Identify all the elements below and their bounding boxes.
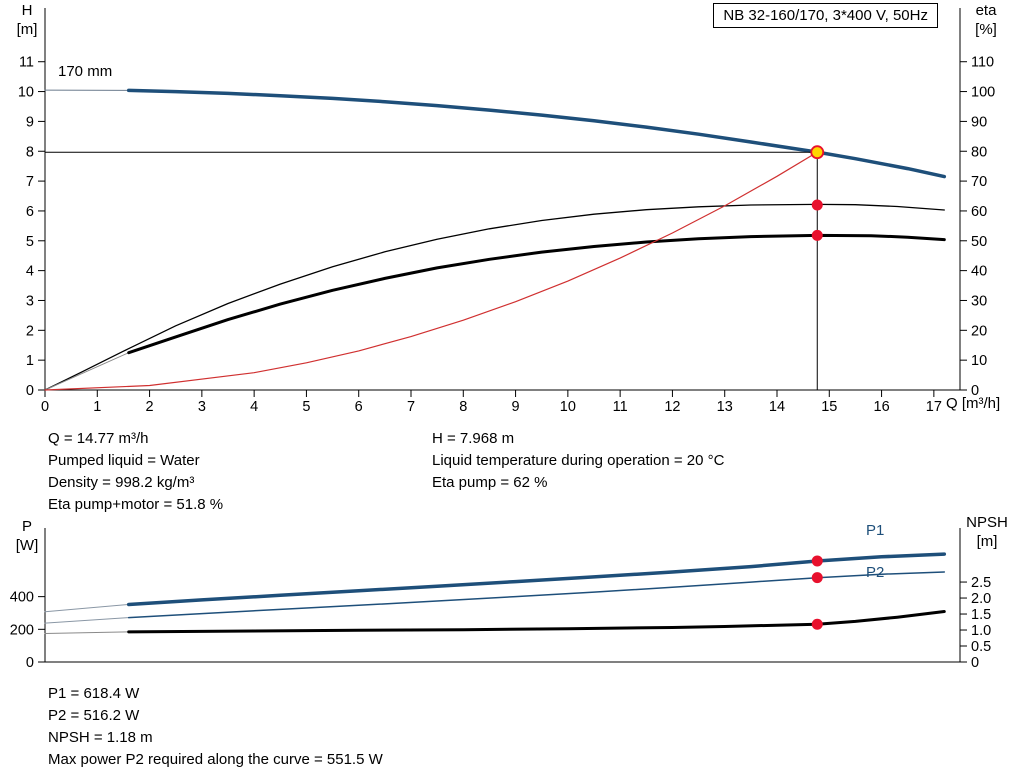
- qh-yright-tick-label: 30: [971, 293, 987, 309]
- info-eta-pump-motor: Eta pump+motor = 51.8 %: [48, 496, 224, 513]
- npsh-axis-title: NPSH: [966, 514, 1008, 531]
- h-axis-title: H: [21, 2, 33, 19]
- info-q: Q = 14.77 m³/h: [48, 430, 149, 447]
- qh-x-tick-label: 2: [146, 399, 154, 415]
- qh-yright-tick-label: 10: [971, 353, 987, 369]
- qh-x-tick-label: 14: [769, 399, 785, 415]
- qh-yleft-tick-label: 8: [26, 144, 34, 160]
- eta-pump-duty-dot: [811, 199, 823, 211]
- info-eta-pump: Eta pump = 62 %: [432, 474, 548, 491]
- series-p1: [126, 552, 947, 607]
- series-p2-lead: [44, 617, 130, 624]
- series-eta-pump: [44, 203, 945, 391]
- qh-yleft-tick-label: 3: [26, 293, 34, 309]
- qh-yright-tick-label: 110: [971, 55, 994, 71]
- p-axis-unit: [W]: [15, 537, 39, 554]
- qh-x-tick-label: 11: [613, 399, 628, 415]
- power-yright-tick-label: 0: [971, 655, 979, 671]
- info-h: H = 7.968 m: [432, 430, 515, 447]
- p2-curve-label: P2: [866, 564, 885, 581]
- duty-info-right: H = 7.968 m Liquid temperature during op…: [432, 428, 724, 494]
- qh-x-tick-label: 3: [198, 399, 206, 415]
- info-density: Density = 998.2 kg/m³: [48, 474, 195, 491]
- series-eta-pump-motor: [127, 233, 946, 355]
- pump-title-box: NB 32-160/170, 3*400 V, 50Hz: [713, 3, 938, 28]
- qh-yright-tick-label: 40: [971, 264, 987, 280]
- qh-yright-tick-label: 20: [971, 323, 987, 339]
- qh-x-tick-label: 16: [874, 399, 890, 415]
- qh-x-tick-label: 17: [926, 399, 942, 415]
- qh-yright-tick-label: 70: [971, 174, 987, 190]
- info-max-p2: Max power P2 required along the curve = …: [48, 751, 383, 768]
- duty-info-left: Q = 14.77 m³/h Pumped liquid = Water Den…: [48, 428, 223, 516]
- info-pumped-liquid: Pumped liquid = Water: [48, 452, 200, 469]
- info-npsh: NPSH = 1.18 m: [48, 729, 153, 746]
- power-yright-tick-label: 2.0: [971, 591, 991, 607]
- npsh-duty-dot: [811, 618, 823, 630]
- series-eta-pump-motor-lead: [44, 352, 130, 391]
- power-info: P1 = 618.4 W P2 = 516.2 W NPSH = 1.18 m …: [48, 683, 383, 771]
- qh-yright-tick-label: 90: [971, 114, 987, 130]
- qh-x-tick-label: 15: [821, 399, 837, 415]
- qh-yright-tick-label: 50: [971, 234, 987, 250]
- info-p1: P1 = 618.4 W: [48, 685, 140, 702]
- qh-x-tick-label: 10: [560, 399, 576, 415]
- qh-yleft-tick-label: 10: [18, 85, 34, 101]
- qh-x-tick-label: 8: [459, 399, 467, 415]
- npsh-axis-unit: [m]: [976, 533, 998, 550]
- qh-yleft-tick-label: 5: [26, 234, 34, 250]
- power-yright-tick-label: 0.5: [971, 639, 991, 655]
- qh-x-tick-label: 4: [250, 399, 258, 415]
- series-system-curve: [44, 151, 818, 391]
- qh-yright-tick-label: 60: [971, 204, 987, 220]
- q-axis-title: Q [m³/h]: [946, 395, 1001, 412]
- series-npsh-lead: [44, 631, 130, 634]
- impeller-size-label: 170 mm: [58, 63, 113, 80]
- qh-axis-frame: [44, 8, 961, 391]
- p2-duty-dot: [811, 572, 823, 584]
- qh-yright-tick-label: 100: [971, 85, 995, 101]
- p1-curve-label: P1: [866, 522, 885, 539]
- qh-x-tick-label: 1: [93, 399, 101, 415]
- power-axis-frame: [44, 528, 961, 663]
- eta-axis-unit: [%]: [975, 21, 997, 38]
- qh-x-tick-label: 5: [302, 399, 310, 415]
- eta-axis-title: eta: [975, 2, 997, 19]
- qh-x-tick-label: 0: [41, 399, 49, 415]
- qh-yleft-tick-label: 2: [26, 323, 34, 339]
- qh-yleft-tick-label: 0: [26, 383, 34, 399]
- qh-x-tick-label: 7: [407, 399, 415, 415]
- qh-yleft-tick-label: 7: [26, 174, 34, 190]
- qh-yleft-tick-label: 11: [19, 55, 34, 71]
- power-yright-tick-label: 1.0: [971, 623, 991, 639]
- qh-yright-tick-label: 80: [971, 144, 987, 160]
- qh-x-tick-label: 9: [512, 399, 520, 415]
- qh-yleft-tick-label: 4: [26, 264, 34, 280]
- series-p1-lead: [44, 604, 130, 613]
- eta-pump-motor-duty-dot: [811, 229, 823, 241]
- qh-x-tick-label: 6: [355, 399, 363, 415]
- info-p2: P2 = 516.2 W: [48, 707, 140, 724]
- power-yleft-tick-label: 400: [10, 590, 34, 606]
- qh-x-tick-label: 13: [717, 399, 733, 415]
- qh-yleft-tick-label: 6: [26, 204, 34, 220]
- power-yright-tick-label: 2.5: [971, 575, 991, 591]
- info-liquid-temperature: Liquid temperature during operation = 20…: [432, 452, 725, 469]
- power-yright-tick-label: 1.5: [971, 607, 991, 623]
- qh-x-tick-label: 12: [664, 399, 680, 415]
- qh-yleft-tick-label: 1: [26, 353, 34, 369]
- qh-yright-tick-label: 0: [971, 383, 979, 399]
- series-p2: [127, 571, 946, 619]
- series-npsh: [127, 610, 946, 634]
- power-yleft-tick-label: 0: [26, 655, 34, 671]
- series-head-170mm: [126, 88, 947, 179]
- power-yleft-tick-label: 200: [10, 622, 34, 638]
- p1-duty-dot: [811, 555, 823, 567]
- duty-point[interactable]: [810, 145, 825, 160]
- qh-yleft-tick-label: 9: [26, 114, 34, 130]
- h-axis-unit: [m]: [16, 21, 38, 38]
- p-axis-title: P: [21, 518, 32, 535]
